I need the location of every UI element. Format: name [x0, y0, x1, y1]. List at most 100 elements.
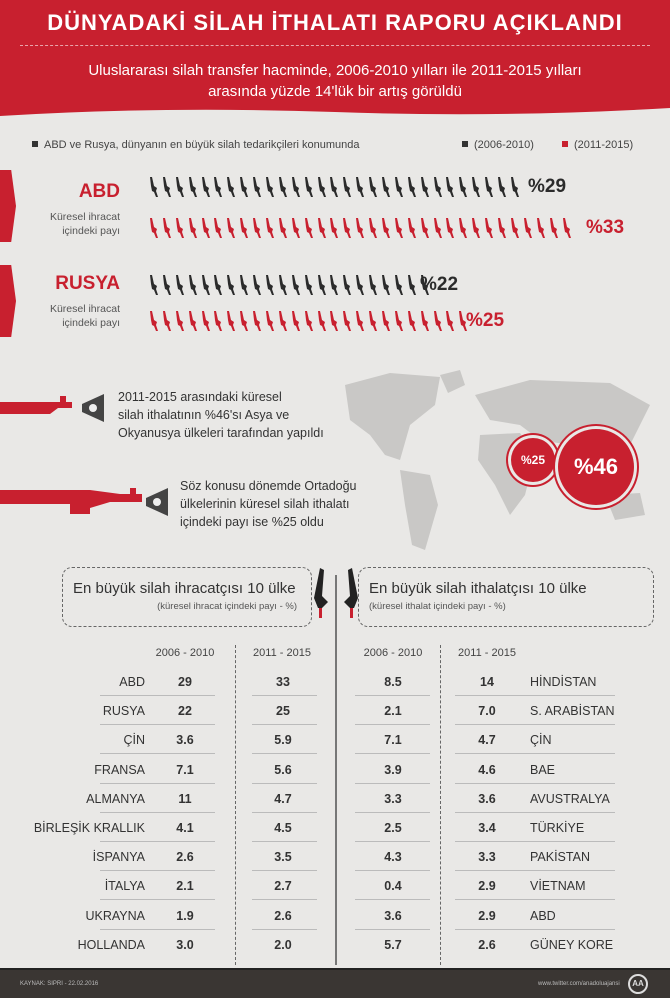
column-header: 2006 - 2010 — [363, 647, 423, 659]
row-rule — [252, 782, 317, 784]
note-line: içindeki payı ise %25 oldu — [180, 515, 324, 529]
exporter-value-2006: 7.1 — [176, 762, 194, 777]
gun-icon — [162, 218, 171, 238]
aa-logo: AA — [628, 974, 648, 994]
gun-icon — [317, 311, 326, 331]
divider — [20, 45, 650, 46]
gun-icon — [420, 177, 429, 197]
gun-icon — [382, 218, 391, 238]
gun-icon — [330, 218, 339, 238]
gun-icon — [356, 218, 365, 238]
row-rule — [355, 928, 430, 930]
importer-value-2011: 3.3 — [478, 850, 496, 865]
gun-icon — [343, 177, 352, 197]
importer-value-2006: 0.4 — [384, 879, 402, 894]
gun-icon — [291, 177, 300, 197]
table-row: İSPANYA 2.6 3.5 4.3 3.3 PAKİSTAN — [0, 846, 670, 875]
row-rule — [355, 870, 430, 872]
page-title: DÜNYADAKİ SİLAH İTHALATI RAPORU AÇIKLAND… — [47, 10, 623, 35]
note-line: ülkelerinin küresel silah ithalatı — [180, 497, 350, 511]
row-rule — [355, 899, 430, 901]
gun-icon — [330, 275, 339, 295]
importer-value-2006: 3.9 — [384, 762, 402, 777]
gun-icon — [304, 177, 313, 197]
importer-value-2011: 4.7 — [478, 733, 496, 748]
gun-icon — [420, 275, 429, 295]
gun-icon — [420, 311, 429, 331]
exporter-value-2006: 3.0 — [176, 937, 194, 952]
gun-icon — [150, 177, 158, 197]
row-rule — [252, 811, 317, 813]
twitter-link[interactable]: www.twitter.com/anadoluajansi — [538, 981, 620, 987]
row-rule — [355, 695, 430, 696]
importer-name: S. ARABİSTAN — [530, 704, 615, 719]
importer-value-2011: 3.4 — [478, 821, 496, 835]
gun-icon — [433, 311, 442, 331]
middle-east-note: Söz konusu dönemde Ortadoğu ülkelerinin k… — [180, 477, 357, 531]
gun-bar-abd-2006 — [148, 176, 522, 198]
legend-label: (2011-2015) — [574, 139, 634, 151]
gun-icon — [162, 177, 171, 197]
header-banner — [0, 0, 670, 116]
row-rule — [100, 724, 215, 726]
caption-line: içindeki payı — [62, 225, 120, 237]
gun-icon — [214, 177, 223, 197]
table-divider — [335, 575, 337, 965]
exporter-value-2006: 1.9 — [176, 908, 194, 923]
importers-title: En büyük silah ithalatçısı 10 ülke — [369, 580, 587, 597]
exporter-name: ABD — [119, 675, 145, 689]
table-row: FRANSA 7.1 5.6 3.9 4.6 BAE — [0, 759, 670, 788]
gun-icon — [291, 275, 300, 295]
gun-icon — [201, 311, 210, 331]
row-rule — [100, 811, 215, 813]
section-tab — [0, 170, 16, 242]
row-rule — [252, 870, 317, 872]
exporters-subtitle: (küresel ihracat içindeki payı - %) — [157, 601, 297, 612]
gun-icon — [278, 311, 287, 331]
gun-icon — [175, 218, 184, 238]
gun-icon — [369, 218, 378, 238]
rifle-icon — [0, 488, 168, 516]
gun-icon — [188, 275, 197, 295]
gun-icon — [175, 177, 184, 197]
gun-icon — [188, 218, 197, 238]
gun-icon — [253, 177, 262, 197]
gun-icon — [150, 218, 158, 238]
importer-value-2011: 2.9 — [478, 879, 496, 894]
importer-value-2011: 3.6 — [478, 791, 496, 806]
gun-icon — [188, 311, 197, 331]
row-rule — [252, 753, 317, 755]
gun-icon — [382, 311, 391, 331]
gun-icon — [253, 275, 262, 295]
circle-asia: %46 — [558, 429, 634, 505]
exporter-name: UKRAYNA — [85, 908, 145, 923]
gun-icon — [562, 218, 571, 238]
row-rule — [100, 782, 215, 784]
gun-icon — [175, 311, 184, 331]
rifle-icon — [0, 394, 104, 422]
gun-icon — [188, 177, 197, 197]
importer-value-2011: 7.0 — [478, 704, 496, 719]
row-rule — [455, 782, 615, 784]
gun-icon — [433, 218, 442, 238]
row-rule — [100, 870, 215, 872]
page-subtitle: Uluslararası silah transfer hacminde, 20… — [40, 60, 630, 102]
gun-icon — [175, 275, 184, 295]
gun-icon — [278, 275, 287, 295]
gun-icon — [394, 311, 403, 331]
gun-icon — [343, 218, 352, 238]
row-rule — [100, 841, 215, 842]
legend-label: (2006-2010) — [474, 139, 534, 151]
gun-icon — [214, 218, 223, 238]
importer-name: PAKİSTAN — [530, 850, 590, 865]
caption-line: Küresel ihracat — [49, 211, 120, 223]
circle-middle-east: %25 — [511, 438, 555, 482]
gun-icon — [227, 311, 236, 331]
gun-icon — [407, 218, 416, 238]
row-rule — [455, 695, 615, 696]
exporter-name: İTALYA — [104, 879, 145, 894]
gun-icon — [485, 218, 494, 238]
column-divider — [440, 645, 441, 965]
asia-note: 2011-2015 arasındaki küresel silah ithala… — [118, 388, 324, 442]
exporter-name: RUSYA — [102, 704, 145, 719]
